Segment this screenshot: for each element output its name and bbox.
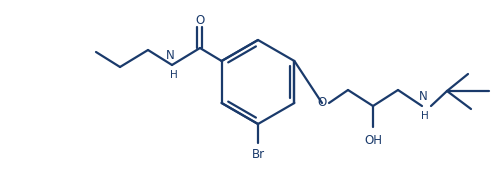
Text: Br: Br [251, 149, 265, 162]
Text: N: N [419, 90, 427, 103]
Text: H: H [170, 70, 178, 80]
Text: O: O [195, 14, 205, 27]
Text: O: O [317, 96, 327, 109]
Text: OH: OH [364, 134, 382, 146]
Text: H: H [421, 111, 429, 121]
Text: N: N [165, 49, 174, 62]
